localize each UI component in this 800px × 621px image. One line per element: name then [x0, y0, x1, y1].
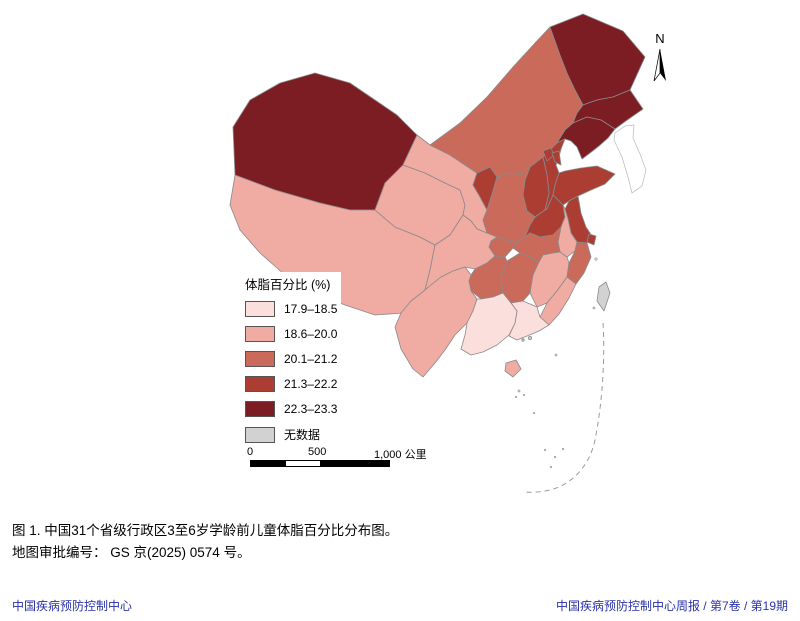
scale-bar-graphic	[250, 460, 390, 467]
province-guangxi	[460, 292, 518, 356]
legend-label: 22.3–23.3	[284, 402, 338, 416]
south-china-sea-dashed-line	[524, 322, 605, 493]
province-jilin	[572, 89, 644, 130]
legend-row: 21.3–22.2	[245, 376, 337, 392]
china-choropleth-map: N	[229, 13, 666, 493]
legend-label: 21.3–22.2	[284, 377, 338, 391]
scale-label-1000: 1,000 公里	[374, 449, 427, 461]
legend-label: 无数据	[284, 428, 321, 442]
island-dot	[517, 389, 521, 393]
scale-bar: 0 500 1,000 公里	[247, 446, 460, 467]
figure-caption: 图 1. 中国31个省级行政区3至6岁学龄前儿童体脂百分比分布图。	[12, 523, 399, 538]
island-dot	[522, 393, 526, 397]
region-macau	[521, 338, 525, 342]
map-approval-number: 地图审批编号： GS 京(2025) 0574 号。	[12, 545, 251, 560]
island-dot	[594, 257, 598, 261]
island-dot	[554, 353, 558, 357]
province-taiwan	[596, 281, 611, 312]
island-dot	[561, 447, 565, 451]
legend-row: 22.3–23.3	[245, 401, 337, 417]
province-anhui	[557, 204, 578, 258]
footer-left-link[interactable]: 中国疾病预防控制中心	[12, 599, 133, 613]
legend-label: 18.6–20.0	[284, 327, 338, 341]
legend-row: 无数据	[245, 426, 337, 443]
province-hainan	[504, 359, 522, 378]
island-dot	[514, 395, 518, 399]
region-hongkong	[527, 335, 532, 340]
province-shanghai	[586, 233, 597, 246]
footer-right-link[interactable]: 中国疾病预防控制中心周报 / 第7卷 / 第19期	[555, 599, 788, 613]
legend-label: 17.9–18.5	[284, 302, 338, 316]
korea-outline	[613, 124, 647, 194]
legend-swatch	[245, 351, 275, 367]
legend-swatch	[245, 301, 275, 317]
legend-row: 17.9–18.5	[245, 301, 337, 317]
legend-swatch	[245, 326, 275, 342]
province-tianjin	[551, 150, 562, 166]
province-shandong	[552, 165, 616, 206]
compass-needle-west	[653, 48, 661, 82]
island-dot	[592, 306, 596, 310]
island-dot	[549, 465, 553, 469]
scale-bar-labels: 0 500 1,000 公里	[247, 446, 460, 461]
legend-swatch	[245, 426, 275, 443]
compass-needle-east	[660, 49, 666, 81]
scale-label-500: 500	[308, 446, 327, 458]
north-arrow: N	[653, 31, 666, 82]
scale-label-0: 0	[247, 446, 254, 458]
north-arrow-label: N	[655, 31, 664, 46]
legend-row: 18.6–20.0	[245, 326, 337, 342]
legend-swatch	[245, 376, 275, 392]
island-dot	[543, 448, 547, 452]
legend: 体脂百分比 (%) 17.9–18.5 18.6–20.0 20.1–21.2 …	[243, 272, 342, 452]
legend-row: 20.1–21.2	[245, 351, 337, 367]
island-dot	[532, 411, 536, 415]
island-dot	[553, 455, 557, 459]
legend-label: 20.1–21.2	[284, 352, 338, 366]
legend-title: 体脂百分比 (%)	[245, 278, 331, 292]
legend-swatch	[245, 401, 275, 417]
